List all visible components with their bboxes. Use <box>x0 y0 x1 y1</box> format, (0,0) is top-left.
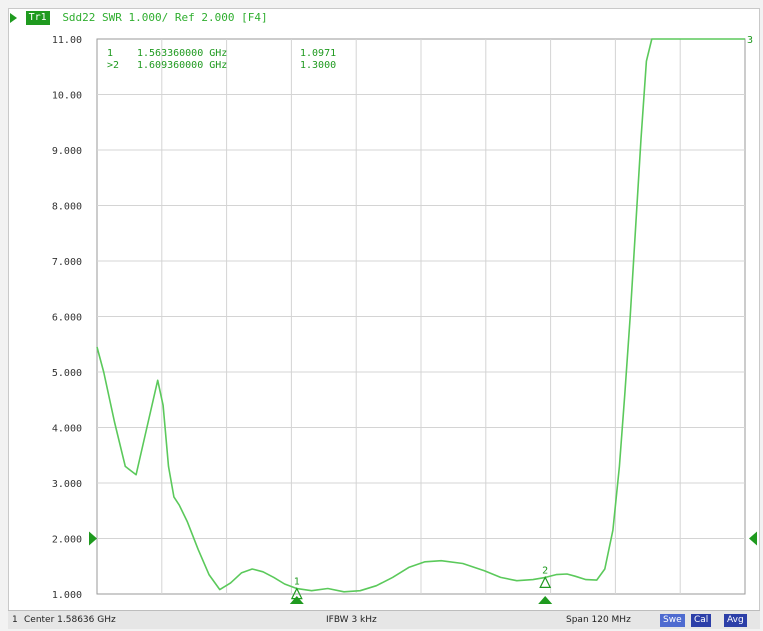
trace: 3 <box>96 35 753 593</box>
y-tick-label: 8.000 <box>52 202 82 213</box>
y-tick-label: 1.000 <box>52 590 82 601</box>
marker-table-frequency: 1.609360000 GHz <box>137 60 227 71</box>
marker-table-frequency: 1.563360000 GHz <box>137 48 227 59</box>
center-frequency[interactable]: Center 1.58636 GHz <box>24 615 116 625</box>
trace-header[interactable]: Tr1 Sdd22 SWR 1.000/ Ref 2.000 [F4] <box>10 9 750 27</box>
marker-table-value: 1.3000 <box>300 60 336 71</box>
trace-info: Sdd22 SWR 1.000/ Ref 2.000 [F4] <box>62 11 268 24</box>
active-trace-arrow-icon <box>10 13 17 23</box>
y-tick-label: 10.00 <box>52 91 82 102</box>
averaging-status-badge[interactable]: Avg <box>724 614 747 627</box>
trace-line-sdd22 <box>96 38 745 593</box>
span-frequency[interactable]: Span 120 MHz <box>566 615 631 625</box>
marker-table-label: 1 <box>107 48 113 59</box>
reference-level-arrows <box>89 531 757 546</box>
grid <box>96 38 746 595</box>
y-tick-label: 4.000 <box>52 424 82 435</box>
y-tick-label: 9.000 <box>52 146 82 157</box>
marker-2-triangle <box>539 576 552 588</box>
y-tick-label: 2.000 <box>52 535 82 546</box>
marker-1-axis-indicator <box>289 596 304 604</box>
markers: 12 <box>289 565 553 604</box>
y-tick-label: 6.000 <box>52 313 82 324</box>
sweep-status-badge[interactable]: Swe <box>660 614 685 627</box>
marker-1-label: 1 <box>294 577 300 588</box>
marker-table: 1 1.563360000 GHz 1.0971 >2 1.609360000 GHz 1… <box>107 48 336 71</box>
analyzer-window <box>8 8 760 629</box>
y-tick-label: 5.000 <box>52 368 82 379</box>
reference-level-right-arrow <box>749 531 757 546</box>
y-tick-label: 3.000 <box>52 479 82 490</box>
marker-2-axis-indicator <box>538 596 553 604</box>
y-axis-tick-labels: 1.000 2.000 3.000 4.000 5.000 6.000 7.000 8.000… <box>52 35 82 601</box>
status-bar: 1 Center 1.58636 GHz IFBW 3 kHz Span 120… <box>8 610 760 629</box>
calibration-status-badge[interactable]: Cal <box>691 614 712 627</box>
channel-number[interactable]: 1 <box>12 615 18 625</box>
marker-2-label: 2 <box>542 565 548 576</box>
y-tick-label: 11.00 <box>52 35 82 46</box>
reference-level-left-arrow <box>89 531 97 546</box>
marker-table-label: >2 <box>107 60 119 71</box>
if-bandwidth[interactable]: IFBW 3 kHz <box>326 615 377 625</box>
trace-end-label: 3 <box>747 35 753 46</box>
y-tick-label: 7.000 <box>52 257 82 268</box>
trace-badge[interactable]: Tr1 <box>25 11 50 25</box>
marker-table-value: 1.0971 <box>300 48 336 59</box>
